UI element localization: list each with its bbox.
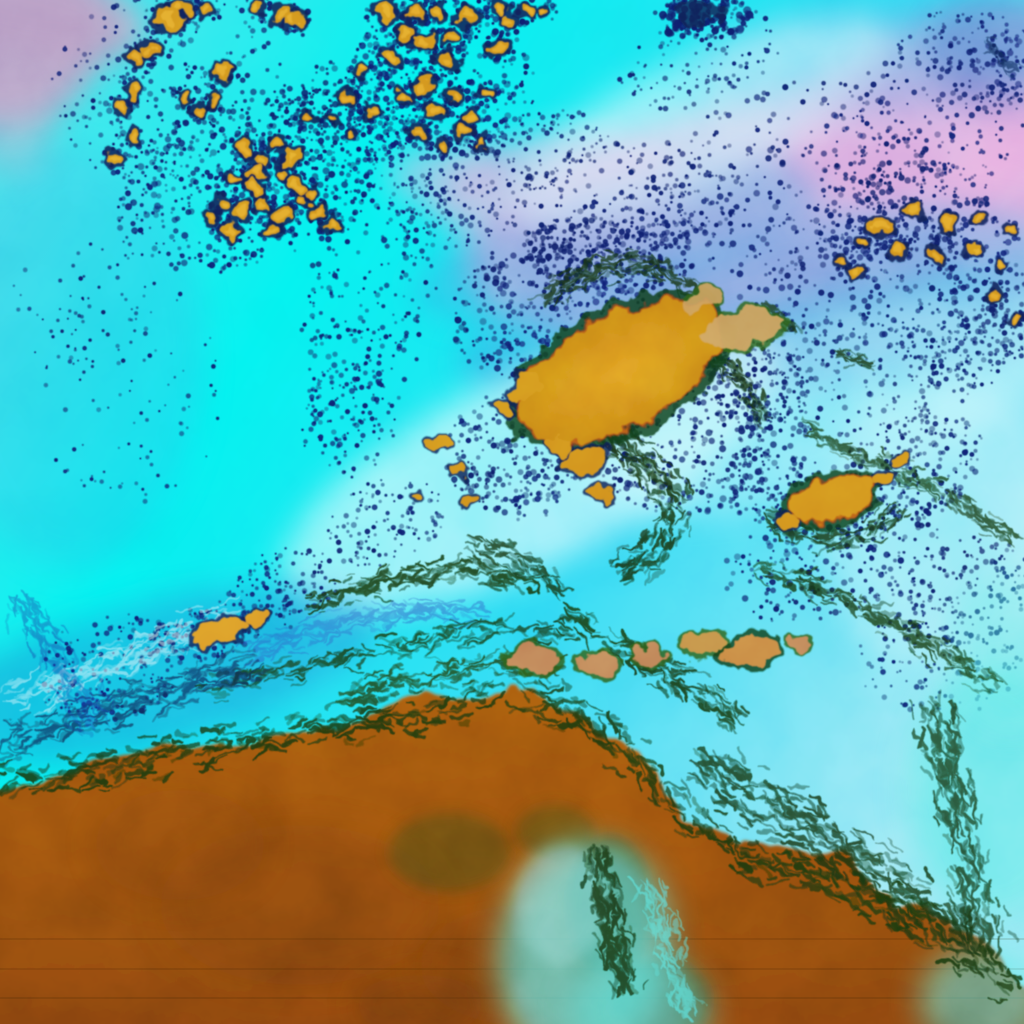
false-color-satellite-image [0, 0, 1024, 1024]
satellite-scene-svg [0, 0, 1024, 1024]
